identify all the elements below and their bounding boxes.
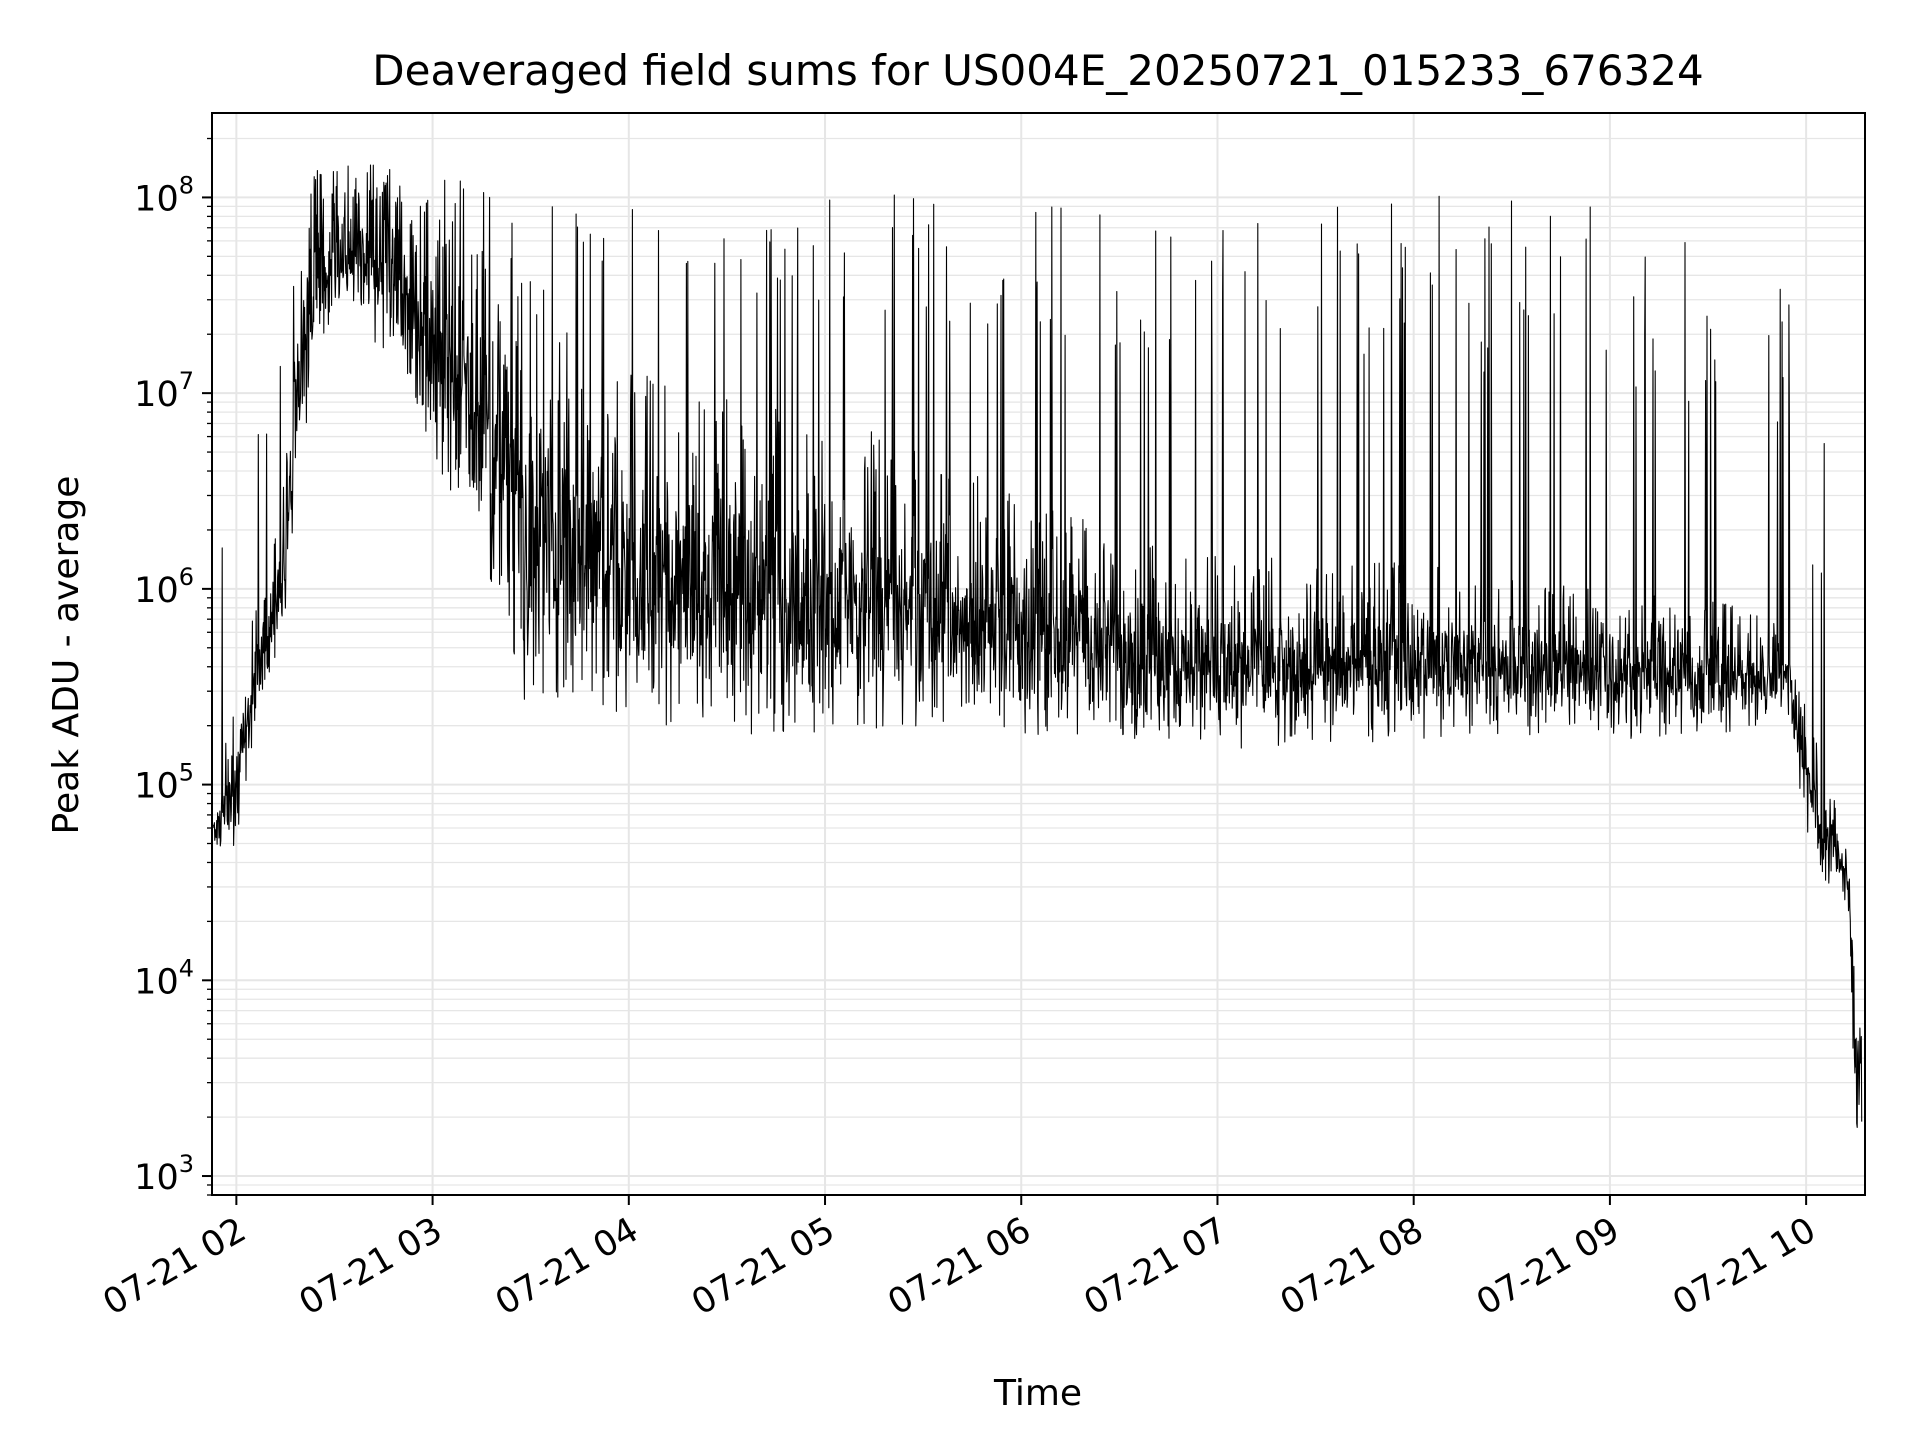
y-tick-base: 10 — [134, 375, 179, 415]
y-tick-label: 105 — [134, 759, 194, 807]
y-tick-exponent: 8 — [179, 171, 194, 199]
y-tick-label: 106 — [134, 563, 194, 611]
y-axis-label: Peak ADU - average — [46, 476, 87, 835]
plot-frame — [211, 112, 1866, 1196]
y-tick-base: 10 — [134, 571, 179, 611]
y-tick-exponent: 4 — [179, 954, 194, 982]
y-tick-label: 103 — [134, 1150, 194, 1198]
y-tick-exponent: 6 — [179, 563, 194, 591]
y-tick-base: 10 — [134, 767, 179, 807]
y-tick-exponent: 3 — [179, 1150, 194, 1178]
y-tick-label: 104 — [134, 954, 194, 1002]
y-tick-base: 10 — [134, 179, 179, 219]
y-tick-label: 108 — [134, 171, 194, 219]
y-tick-label: 107 — [134, 367, 194, 415]
y-tick-exponent: 7 — [179, 367, 194, 395]
chart-title: Deaveraged field sums for US004E_2025072… — [372, 46, 1703, 95]
data-series — [212, 164, 1863, 1128]
x-axis-label: Time — [993, 1373, 1082, 1414]
y-tick-base: 10 — [134, 1158, 179, 1198]
y-tick-base: 10 — [134, 962, 179, 1002]
series-line — [212, 164, 1863, 1128]
y-tick-exponent: 5 — [179, 759, 194, 787]
